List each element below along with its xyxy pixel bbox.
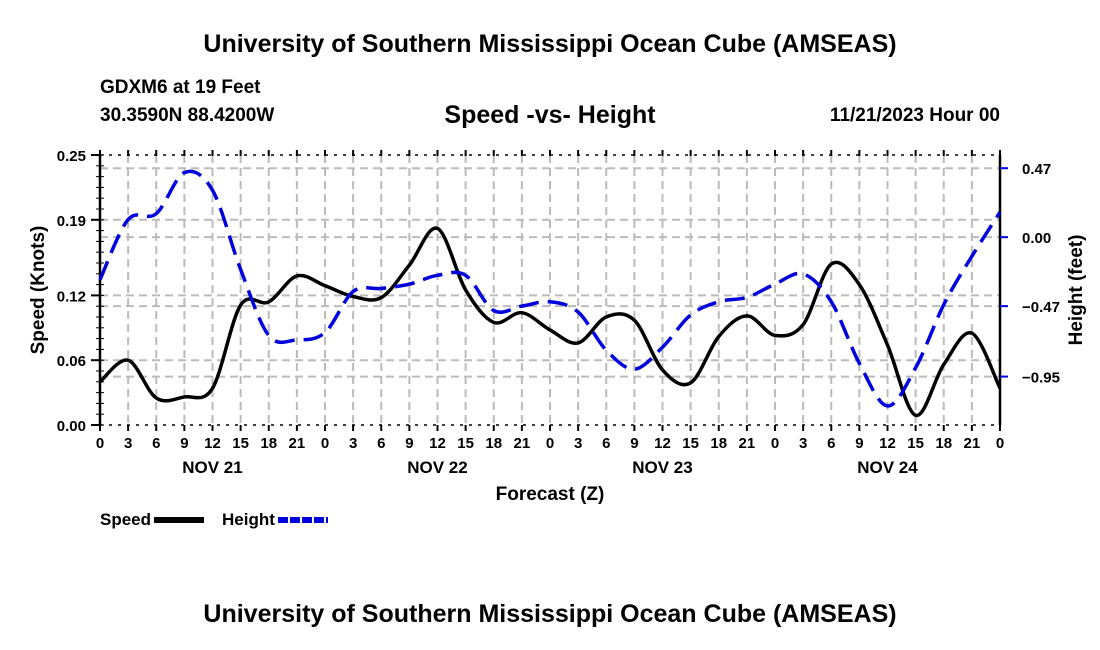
y-tick-label: 0.19 <box>57 213 86 230</box>
x-tick-label: 6 <box>152 435 160 452</box>
x-tick-label: 3 <box>124 435 132 452</box>
x-tick-label: 0 <box>96 435 104 452</box>
x-tick-label: 3 <box>574 435 582 452</box>
x-tick-label: 9 <box>405 435 413 452</box>
x-tick-label: 6 <box>602 435 610 452</box>
chart-subtitle: Speed -vs- Height <box>444 101 656 129</box>
x-tick-label: 0 <box>546 435 554 452</box>
x-tick-label: 3 <box>799 435 807 452</box>
x-tick-label: 15 <box>907 435 924 452</box>
day-label: NOV 24 <box>857 458 918 477</box>
y-tick-label: 0.12 <box>57 288 86 305</box>
x-tick-label: 9 <box>630 435 638 452</box>
day-label: NOV 22 <box>407 458 467 477</box>
y-tick-label: 0.25 <box>57 148 86 165</box>
x-tick-label: 18 <box>710 435 727 452</box>
forecast-datetime: 11/21/2023 Hour 00 <box>829 105 1000 126</box>
x-axis-title: Forecast (Z) <box>496 484 605 505</box>
y2-tick-label: −0.47 <box>1022 299 1060 316</box>
y2-axis-title: Height (feet) <box>1066 235 1087 346</box>
x-tick-label: 6 <box>377 435 385 452</box>
x-tick-label: 0 <box>321 435 329 452</box>
legend-height-label: Height <box>222 510 275 529</box>
y-tick-label: 0.06 <box>57 353 86 370</box>
main-title: University of Southern Mississippi Ocean… <box>203 30 897 58</box>
x-tick-label: 12 <box>879 435 896 452</box>
footer-title: University of Southern Mississippi Ocean… <box>203 600 897 628</box>
x-tick-label: 0 <box>771 435 779 452</box>
x-tick-label: 21 <box>739 435 756 452</box>
legend-speed-label: Speed <box>100 510 152 529</box>
x-tick-label: 18 <box>935 435 952 452</box>
series-line-speed <box>98 226 1002 418</box>
x-tick-label: 9 <box>180 435 188 452</box>
x-tick-label: 0 <box>996 435 1004 452</box>
x-tick-label: 6 <box>827 435 835 452</box>
y2-tick-label: 0.00 <box>1022 230 1051 247</box>
x-tick-label: 12 <box>429 435 446 452</box>
day-label: NOV 23 <box>632 458 692 477</box>
x-tick-label: 9 <box>855 435 863 452</box>
coordinates-label: 30.3590N 88.4200W <box>100 105 275 126</box>
x-tick-label: 15 <box>682 435 699 452</box>
y2-tick-label: −0.95 <box>1022 370 1060 387</box>
station-label: GDXM6 at 19 Feet <box>100 77 261 98</box>
y2-tick-label: 0.47 <box>1022 161 1051 178</box>
x-tick-label: 3 <box>349 435 357 452</box>
x-tick-label: 15 <box>457 435 474 452</box>
legend: Speed Height <box>100 510 346 530</box>
x-tick-label: 12 <box>204 435 221 452</box>
legend-height-swatch <box>277 517 328 523</box>
y-axis-title: Speed (Knots) <box>28 226 49 355</box>
x-tick-label: 12 <box>654 435 671 452</box>
x-tick-label: 18 <box>485 435 502 452</box>
x-tick-label: 18 <box>260 435 277 452</box>
x-tick-label: 15 <box>232 435 249 452</box>
x-tick-label: 21 <box>964 435 981 452</box>
y-tick-label: 0.00 <box>57 418 86 435</box>
legend-speed-swatch <box>154 517 205 523</box>
x-tick-label: 21 <box>514 435 531 452</box>
x-tick-label: 21 <box>289 435 306 452</box>
day-label: NOV 21 <box>182 458 242 477</box>
series-line-height <box>98 169 1002 408</box>
